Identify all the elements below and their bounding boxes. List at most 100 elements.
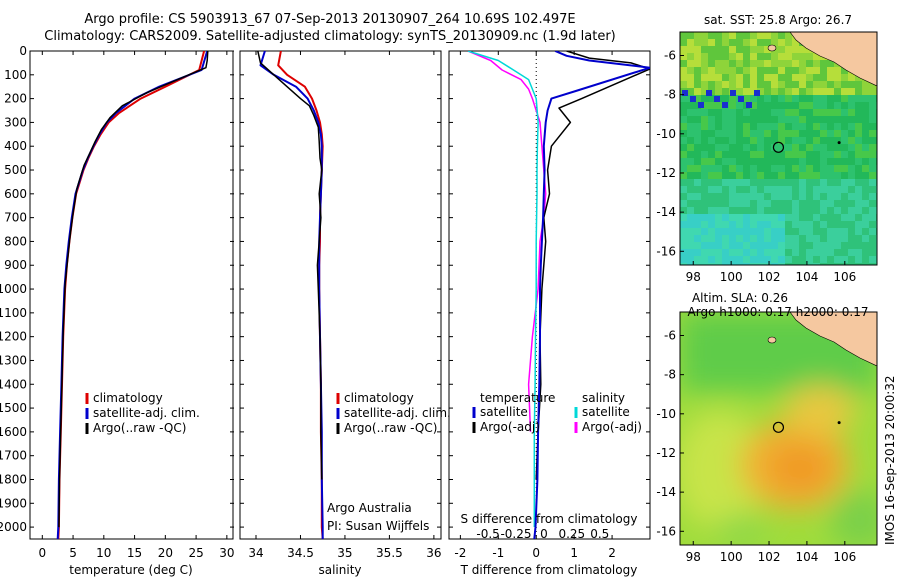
sst-cell [862,102,870,110]
sst-cell [729,46,737,54]
sst-cell [757,74,765,82]
sst-cell [757,116,765,124]
sst-cell [834,116,842,124]
sst-cell [785,151,793,159]
sst-map-ytick-label: -14 [656,205,676,219]
sst-cell [715,179,723,187]
sst-cell [778,172,786,180]
sst-cell [708,39,716,47]
sst-cell [708,207,716,215]
temperature-legend-label: climatology [93,391,163,405]
sst-cell [841,102,849,110]
sst-cell [869,235,877,243]
sst-cell [715,144,723,152]
sst-cell [827,179,835,187]
sst-cell [694,32,702,40]
sst-cell [757,207,765,215]
sst-cell [750,109,758,117]
sst-cell [778,158,786,166]
sst-cell [820,123,828,131]
sst-cell [701,53,709,61]
sst-cell [722,158,730,166]
sst-cell [848,130,856,138]
sst-cell [736,53,744,61]
sst-cell [848,88,856,96]
sst-cell [687,207,695,215]
sst-cell [785,137,793,145]
sst-cell [764,130,772,138]
sla-island [767,336,777,344]
sst-land [789,32,877,87]
sst-cell [792,221,800,229]
sst-cell [764,256,772,264]
temperature-xtick-label: 0 [38,546,46,560]
depth-tick-label: 1400 [0,377,27,391]
sla-blob [830,490,877,545]
sst-cell [855,151,863,159]
sst-cell [708,46,716,54]
sst-cell [694,228,702,236]
sst-cell [729,123,737,131]
sst-cell [757,60,765,68]
sst-cell [757,123,765,131]
sst-cell [869,256,877,264]
sst-cell [869,242,877,250]
sst-cell [680,46,688,54]
sst-cell [715,116,723,124]
sst-cell [750,53,758,61]
sst-cell [764,39,772,47]
sst-cell [799,130,807,138]
sst-cell [708,123,716,131]
sst-cell [729,116,737,124]
sst-cell [687,46,695,54]
sst-cell [834,242,842,250]
sst-cell [806,249,814,257]
sst-cell [785,123,793,131]
sst-cell [855,81,863,89]
sst-cell [799,116,807,124]
sst-cell [743,263,751,265]
sst-cell [834,186,842,194]
sst-cell [743,116,751,124]
sst-cell [701,263,709,265]
sst-cell [729,109,737,117]
sst-cell [701,144,709,152]
sst-cell [820,193,828,201]
sst-cell [862,81,870,89]
salinity-climatology-line [277,51,324,539]
sst-cell [722,53,730,61]
sst-cell [771,32,779,40]
sst-cell [820,228,828,236]
sst-cell [799,151,807,159]
sst-cell [855,102,863,110]
sst-cell [785,242,793,250]
sst-cell [806,116,814,124]
sst-cell [701,60,709,68]
sst-cell [708,60,716,68]
sst-cell [694,151,702,159]
sst-cell [729,95,737,103]
sst-cell [722,60,730,68]
sst-cell [757,109,765,117]
sst-cell [736,46,744,54]
sst-cell [743,158,751,166]
sst-cell [834,158,842,166]
pi-note: PI: Susan Wijffels [327,519,429,533]
sst-cell [715,123,723,131]
sst-cell [848,151,856,159]
sst-cell [708,74,716,82]
sst-cell [799,249,807,257]
sst-cell [785,32,793,40]
sst-cell [757,95,765,103]
difference-legend-salinity-title: salinity [582,391,625,405]
sst-cell [827,74,835,82]
sst-map-xtick-label: 104 [795,270,818,284]
sst-cell [736,32,744,40]
sst-cell [869,88,877,96]
sst-cell [813,263,821,265]
sst-cell [722,256,730,264]
sst-cell [764,74,772,82]
sst-cell [785,46,793,54]
sst-cell [764,158,772,166]
sst-cell [799,172,807,180]
